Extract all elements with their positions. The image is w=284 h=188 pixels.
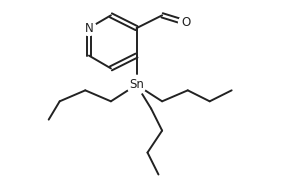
Circle shape bbox=[127, 75, 146, 94]
Circle shape bbox=[82, 21, 96, 36]
Text: N: N bbox=[85, 22, 93, 35]
Text: O: O bbox=[181, 16, 191, 29]
Text: Sn: Sn bbox=[129, 78, 144, 91]
Circle shape bbox=[179, 15, 193, 30]
